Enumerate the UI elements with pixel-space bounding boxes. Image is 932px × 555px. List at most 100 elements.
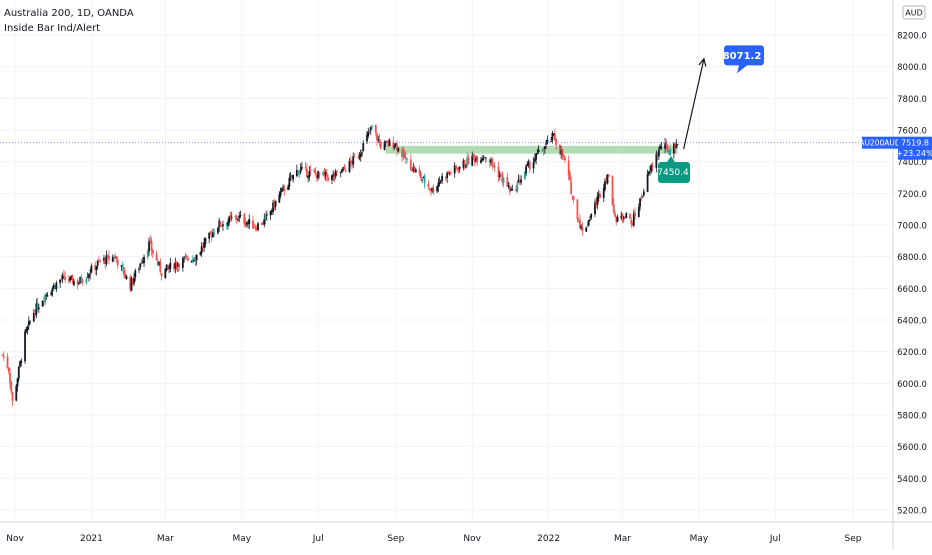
candle-body [641,196,644,198]
candle-body [497,166,500,178]
candle-body [307,176,310,179]
candle-body [209,231,212,234]
candle-body [164,268,167,278]
candle-body [264,216,267,221]
candle-body [418,169,421,175]
candle-body [6,356,9,369]
candle-body [562,155,565,157]
candle-body [155,254,158,261]
candle-body [299,168,302,173]
candle-body [431,188,434,192]
candle-body [532,161,535,169]
candle-body [523,171,526,180]
symbol-title[interactable]: Australia 200, 1D, OANDA [4,8,134,19]
candle-body [465,165,467,168]
candle-body [622,218,625,220]
candle-body [308,171,311,177]
candle-body [103,257,105,261]
candle-body [76,280,79,285]
candle-body [195,254,198,261]
candle-body [326,173,328,177]
candle-body [131,278,134,284]
candle-body [1,354,4,356]
candle-body [669,149,672,155]
candle-body [377,139,380,141]
y-tick-label: 5200.0 [897,507,927,517]
candle-body [448,172,451,174]
candle-body [94,264,97,270]
y-tick-label: 7600.0 [897,127,927,137]
candle-body [235,216,238,220]
candle-body [561,149,564,157]
candle-body [225,222,228,225]
candle-body [384,141,387,143]
candle-body [70,275,73,277]
candle-body [666,145,669,153]
candle-body [402,151,405,157]
candle-body [208,232,211,239]
candle-body [218,220,221,228]
candle-body [111,257,114,262]
candle-body [518,179,521,184]
candle-body [481,158,484,161]
candle-body [243,213,246,224]
candle-body [190,261,193,262]
candle-body [62,275,65,277]
candle-body [537,149,540,153]
candle-body [176,263,179,267]
x-tick-label: Mar [614,534,631,544]
y-tick-label: 7200.0 [897,190,927,200]
candle-body [403,150,406,159]
candle-body [351,161,353,165]
candle-body [657,149,660,157]
symbol-badge [862,136,898,149]
candle-body [595,202,598,206]
candle-body [419,173,422,179]
candle-body [520,179,522,183]
candle-body [67,279,70,282]
candle-body [594,202,596,215]
candle-body [228,216,231,223]
candle-body [270,210,273,213]
candle-body [516,183,519,193]
candle-body [88,274,90,278]
candle-body [158,262,160,265]
candle-body [113,257,115,259]
candle-body [570,181,573,195]
candle-body [99,260,102,262]
candle-body [371,125,373,127]
candle-body [367,131,370,137]
x-tick-label: Mar [157,534,174,544]
candle-body [204,238,207,244]
candle-body [186,258,189,261]
y-tick-label: 5400.0 [897,475,927,485]
candle-body [650,165,653,171]
last-price-label: 7519.8 [901,139,929,148]
candle-body [51,287,54,292]
y-tick-label: 6800.0 [897,253,927,263]
x-tick-label: Nov [463,534,481,544]
candle-body [441,175,444,181]
candle-body [16,378,19,387]
candle-body [120,264,123,267]
candle-body [193,260,196,262]
y-tick-label: 6600.0 [897,285,927,295]
candle-body [664,143,667,149]
indicator-title[interactable]: Inside Bar Ind/Alert [4,23,101,34]
candle-body [602,188,605,198]
candle-body [80,277,83,282]
candle-body [349,160,352,163]
resistance-zone [385,145,678,154]
candle-body [73,280,75,286]
candle-body [655,153,658,168]
candle-body [283,187,286,191]
candle-body [287,186,289,191]
candle-body [44,294,46,303]
candle-body [490,159,492,163]
projection-arrow [683,58,705,150]
y-tick-label: 6200.0 [897,348,927,358]
candle-body [597,193,600,198]
candle-body [280,188,283,192]
